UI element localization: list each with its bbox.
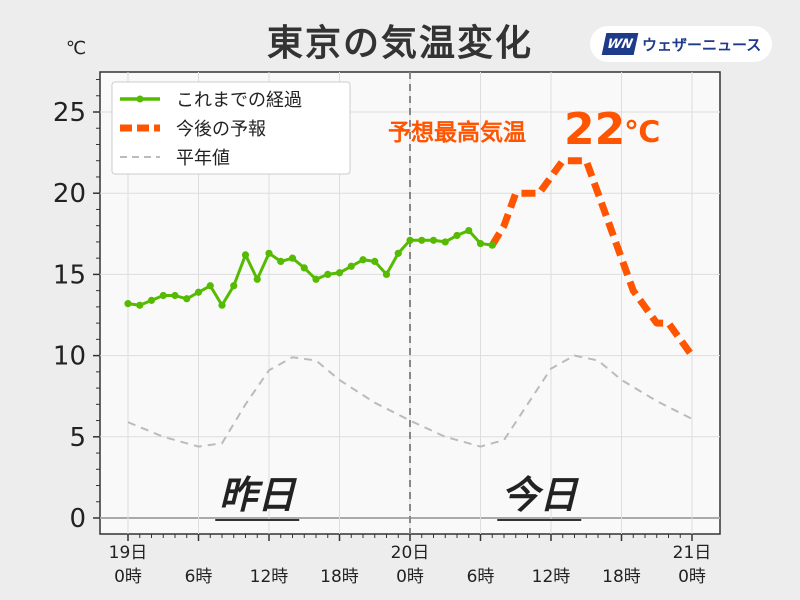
- x-tick-label: 6時: [185, 567, 213, 587]
- annotation-unit: ℃: [624, 115, 660, 150]
- observed-point: [347, 262, 355, 270]
- observed-point: [288, 254, 297, 262]
- x-tick-label: 12時: [250, 567, 289, 587]
- observed-point: [265, 249, 273, 257]
- legend-label-forecast: 今後の予報: [176, 119, 266, 140]
- observed-point: [324, 270, 332, 278]
- annotation-value: 22: [564, 104, 625, 155]
- annotation-label: 予想最高気温: [388, 119, 526, 146]
- observed-point: [218, 301, 226, 309]
- observed-point: [406, 236, 414, 244]
- y-tick-label: 15: [53, 260, 86, 290]
- legend-label-observed: これまでの経過: [176, 90, 302, 111]
- observed-point: [147, 296, 156, 304]
- observed-point: [476, 239, 485, 248]
- x-tick-day-label: 19日: [109, 543, 148, 563]
- max-temp-annotation: 予想最高気温 22 ℃: [388, 104, 660, 155]
- observed-point: [171, 291, 179, 300]
- observed-point: [382, 270, 391, 278]
- observed-point: [183, 295, 191, 303]
- observed-point: [335, 269, 344, 277]
- x-tick-label: 0時: [114, 567, 142, 587]
- legend-item-observed: これまでの経過: [120, 90, 302, 111]
- y-unit-label: ℃: [66, 38, 86, 59]
- observed-point: [312, 275, 320, 283]
- observed-point: [429, 236, 438, 244]
- observed-point: [241, 251, 250, 259]
- observed-point: [136, 301, 144, 309]
- x-tick-label: 0時: [678, 567, 706, 587]
- observed-point: [159, 291, 167, 300]
- observed-point: [418, 236, 426, 244]
- observed-point: [277, 257, 285, 266]
- series-line-normal: [127, 354, 693, 448]
- y-tick-label: 5: [69, 423, 86, 453]
- observed-point: [253, 275, 261, 283]
- observed-point: [359, 256, 367, 264]
- weathernews-logo: WN ウェザーニュース: [590, 26, 772, 62]
- y-tick-label: 10: [53, 342, 86, 372]
- chart-title: 東京の気温変化: [266, 23, 533, 64]
- observed-point: [441, 238, 449, 246]
- y-tick-label: 25: [53, 98, 86, 128]
- day-label: 今日: [501, 473, 579, 517]
- observed-point: [194, 288, 203, 296]
- y-tick-label: 0: [69, 504, 86, 534]
- observed-point: [488, 241, 496, 249]
- observed-point: [371, 257, 379, 266]
- observed-point: [124, 300, 132, 308]
- observed-point: [206, 282, 214, 290]
- x-tick-label: 18時: [602, 567, 641, 587]
- x-tick-label: 0時: [396, 567, 424, 587]
- x-tick-day-label: 20日: [391, 543, 430, 563]
- legend: これまでの経過 今後の予報 平年値: [111, 81, 351, 175]
- observed-point: [230, 282, 238, 290]
- legend-item-normal: 平年値: [120, 148, 230, 169]
- legend-label-normal: 平年値: [176, 148, 230, 169]
- x-tick-day-label: 21日: [673, 543, 712, 563]
- legend-item-forecast: 今後の予報: [120, 119, 266, 140]
- x-tick-label: 18時: [320, 567, 359, 587]
- series-line-forecast: [489, 157, 695, 358]
- y-tick-label: 20: [53, 179, 86, 209]
- observed-point: [300, 264, 308, 272]
- logo-text: ウェザーニュース: [642, 35, 762, 54]
- observed-point: [394, 249, 402, 257]
- x-tick-label: 6時: [467, 567, 495, 587]
- observed-point: [453, 231, 461, 240]
- day-label: 昨日: [219, 473, 297, 517]
- x-tick-label: 12時: [532, 567, 571, 587]
- observed-point: [465, 226, 473, 235]
